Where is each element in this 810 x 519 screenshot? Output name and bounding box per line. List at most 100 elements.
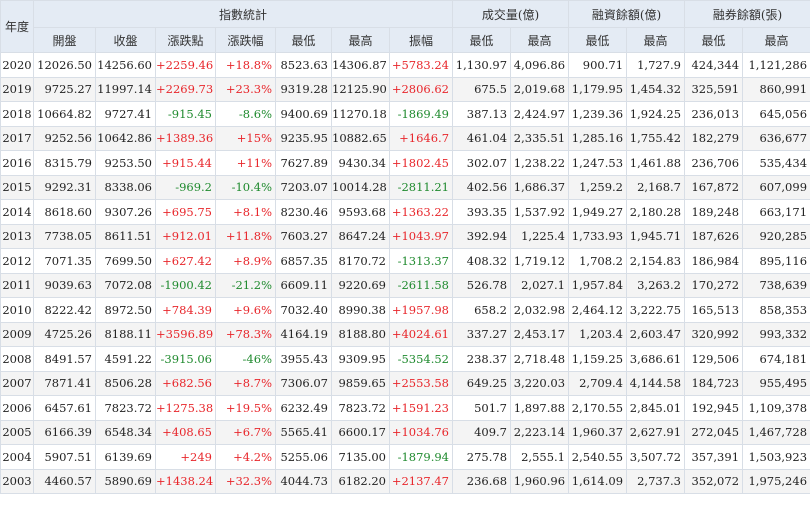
cell-index-low: 6232.49 (275, 395, 332, 421)
cell-open: 8222.42 (33, 297, 96, 323)
cell-volume-high: 4,096.86 (510, 52, 570, 78)
cell-volume-high: 1,719.12 (510, 248, 570, 274)
header-year: 年度 (0, 0, 34, 53)
cell-volume-low: 675.5 (452, 76, 512, 102)
cell-year: 2019 (0, 76, 34, 102)
cell-year: 2012 (0, 248, 34, 274)
cell-margin-high: 2,180.28 (626, 199, 686, 225)
cell-amplitude: +4024.61 (388, 321, 454, 347)
cell-amplitude: +2553.58 (388, 370, 454, 396)
cell-change-percent: +78.3% (215, 321, 276, 347)
cell-amplitude: +1043.97 (388, 223, 454, 249)
cell-year: 2014 (0, 199, 34, 225)
cell-year: 2013 (0, 223, 34, 249)
cell-change-points: +408.65 (155, 419, 216, 445)
header-index-low: 最低 (275, 27, 332, 53)
cell-open: 6457.61 (33, 395, 96, 421)
cell-change-percent: -21.2% (215, 272, 276, 298)
cell-index-high: 7135.00 (331, 444, 390, 470)
cell-open: 8618.60 (33, 199, 96, 225)
cell-close: 8506.28 (95, 370, 156, 396)
cell-short-low: 424,344 (684, 52, 744, 78)
cell-short-low: 272,045 (684, 419, 744, 445)
cell-margin-low: 900.71 (568, 52, 628, 78)
table-row: 2016 8315.79 9253.50 +915.44 +11% 7627.89 9430… (0, 150, 810, 176)
cell-change-points: +682.56 (155, 370, 216, 396)
cell-short-high: 993,332 (742, 321, 810, 347)
cell-open: 7871.41 (33, 370, 96, 396)
cell-volume-low: 402.56 (452, 174, 512, 200)
table-row: 2007 7871.41 8506.28 +682.56 +8.7% 7306.07 985… (0, 370, 810, 396)
table-row: 2014 8618.60 9307.26 +695.75 +8.1% 8230.46 959… (0, 199, 810, 225)
table-row: 2010 8222.42 8972.50 +784.39 +9.6% 7032.40 899… (0, 297, 810, 323)
cell-index-high: 8170.72 (331, 248, 390, 274)
cell-margin-low: 2,540.55 (568, 444, 628, 470)
cell-close: 9307.26 (95, 199, 156, 225)
cell-change-points: +1389.36 (155, 125, 216, 151)
cell-change-points: +1438.24 (155, 468, 216, 494)
cell-margin-low: 1,159.25 (568, 346, 628, 372)
cell-change-percent: -8.6% (215, 101, 276, 127)
cell-close: 8188.11 (95, 321, 156, 347)
cell-change-percent: +32.3% (215, 468, 276, 494)
cell-close: 11997.14 (95, 76, 156, 102)
cell-amplitude: +1363.22 (388, 199, 454, 225)
cell-change-percent: +18.8% (215, 52, 276, 78)
cell-year: 2010 (0, 297, 34, 323)
cell-margin-high: 2,737.3 (626, 468, 686, 494)
cell-index-high: 9309.95 (331, 346, 390, 372)
cell-short-low: 170,272 (684, 272, 744, 298)
header-margin-group: 融資餘額(億) (568, 0, 686, 28)
cell-amplitude: -1869.49 (388, 101, 454, 127)
cell-open: 9252.56 (33, 125, 96, 151)
cell-change-percent: -46% (215, 346, 276, 372)
cell-short-high: 535,434 (742, 150, 810, 176)
cell-short-high: 1,121,286 (742, 52, 810, 78)
cell-change-percent: +8.1% (215, 199, 276, 225)
cell-index-low: 8523.63 (275, 52, 332, 78)
cell-open: 8491.57 (33, 346, 96, 372)
cell-volume-low: 236.68 (452, 468, 512, 494)
cell-short-low: 236,013 (684, 101, 744, 127)
cell-volume-high: 1,238.22 (510, 150, 570, 176)
cell-volume-high: 2,032.98 (510, 297, 570, 323)
cell-short-low: 165,513 (684, 297, 744, 323)
cell-close: 7072.08 (95, 272, 156, 298)
cell-amplitude: -1313.37 (388, 248, 454, 274)
cell-short-high: 1,467,728 (742, 419, 810, 445)
cell-close: 8972.50 (95, 297, 156, 323)
cell-change-percent: +6.7% (215, 419, 276, 445)
cell-short-high: 858,353 (742, 297, 810, 323)
cell-index-low: 5565.41 (275, 419, 332, 445)
market-stats-table: 年度 指數統計 成交量(億) 融資餘額(億) 融券餘額(張) 開盤 收盤 漲跌點… (0, 0, 810, 494)
cell-change-percent: +23.3% (215, 76, 276, 102)
cell-short-high: 1,109,378 (742, 395, 810, 421)
cell-index-high: 14306.87 (331, 52, 390, 78)
cell-volume-high: 1,960.96 (510, 468, 570, 494)
cell-short-high: 920,285 (742, 223, 810, 249)
cell-short-high: 860,991 (742, 76, 810, 102)
cell-short-low: 189,248 (684, 199, 744, 225)
cell-margin-low: 1,708.2 (568, 248, 628, 274)
cell-change-percent: -10.4% (215, 174, 276, 200)
cell-index-high: 8188.80 (331, 321, 390, 347)
cell-volume-low: 409.7 (452, 419, 512, 445)
table-header: 年度 指數統計 成交量(億) 融資餘額(億) 融券餘額(張) 開盤 收盤 漲跌點… (0, 0, 810, 53)
header-index-group: 指數統計 (32, 0, 454, 28)
cell-amplitude: -2611.58 (388, 272, 454, 298)
cell-short-high: 738,639 (742, 272, 810, 298)
cell-year: 2018 (0, 101, 34, 127)
cell-change-percent: +9.6% (215, 297, 276, 323)
cell-margin-high: 1,755.42 (626, 125, 686, 151)
cell-margin-high: 1,461.88 (626, 150, 686, 176)
cell-volume-high: 1,897.88 (510, 395, 570, 421)
table-row: 2017 9252.56 10642.86 +1389.36 +15% 9235.95 10… (0, 125, 810, 151)
cell-margin-low: 1,960.37 (568, 419, 628, 445)
cell-index-low: 9235.95 (275, 125, 332, 151)
cell-year: 2005 (0, 419, 34, 445)
cell-year: 2004 (0, 444, 34, 470)
cell-short-high: 955,495 (742, 370, 810, 396)
cell-close: 9727.41 (95, 101, 156, 127)
cell-amplitude: +1591.23 (388, 395, 454, 421)
cell-close: 14256.60 (95, 52, 156, 78)
